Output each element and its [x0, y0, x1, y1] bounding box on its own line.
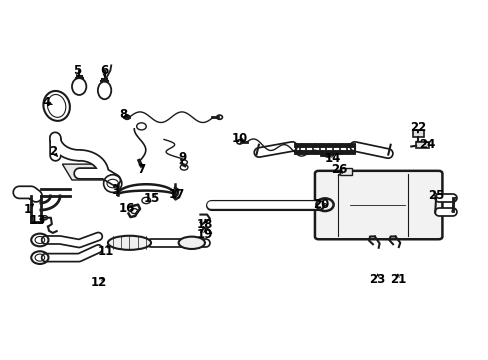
Text: 8: 8 [120, 108, 127, 121]
Bar [340, 168, 351, 175]
Text: 3: 3 [111, 184, 119, 197]
Text: 9: 9 [178, 150, 186, 163]
Text: 21: 21 [389, 273, 405, 286]
Bar [415, 142, 428, 148]
Text: 2: 2 [49, 145, 57, 158]
Bar [412, 130, 423, 137]
Text: 13: 13 [29, 214, 45, 227]
Ellipse shape [178, 237, 204, 249]
Text: 26: 26 [330, 163, 347, 176]
Text: 16: 16 [119, 202, 135, 215]
Text: 22: 22 [409, 121, 425, 134]
Text: 14: 14 [325, 152, 341, 165]
Text: 12: 12 [90, 276, 106, 289]
FancyBboxPatch shape [314, 171, 442, 239]
Polygon shape [62, 164, 112, 180]
Text: 10: 10 [231, 132, 247, 145]
Text: 11: 11 [97, 245, 113, 258]
Text: 15: 15 [143, 192, 160, 205]
Text: 7: 7 [137, 163, 145, 176]
Text: 5: 5 [73, 64, 81, 77]
Ellipse shape [108, 236, 151, 250]
Text: 24: 24 [419, 138, 435, 151]
Text: 19: 19 [197, 228, 213, 241]
Text: 17: 17 [168, 188, 184, 201]
Text: 23: 23 [369, 273, 385, 286]
Text: 4: 4 [43, 96, 51, 109]
Text: 20: 20 [312, 198, 328, 211]
Text: 1: 1 [24, 203, 32, 216]
Text: 25: 25 [427, 189, 444, 202]
Text: 18: 18 [197, 217, 213, 231]
Text: 6: 6 [100, 64, 108, 77]
